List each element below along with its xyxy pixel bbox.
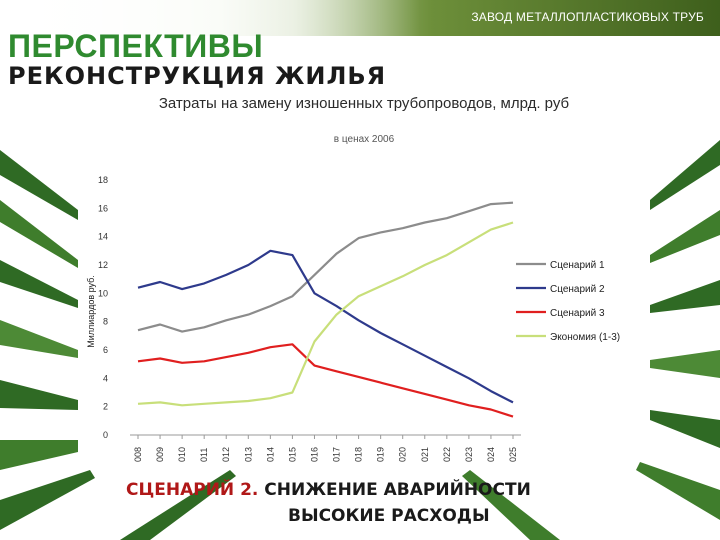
x-tick-label: 2024 — [486, 447, 496, 462]
x-tick-label: 2015 — [287, 447, 297, 462]
caption-line-1: СЦЕНАРИЙ 2. СНИЖЕНИЕ АВАРИЙНОСТИ — [126, 480, 531, 500]
y-tick-label: 14 — [98, 232, 108, 242]
header-band-fade — [0, 0, 420, 36]
legend-label-2: Сценарий 2 — [550, 284, 605, 295]
x-tick-label: 2019 — [376, 447, 386, 462]
x-tick-label: 2018 — [354, 447, 364, 462]
y-tick-label: 0 — [103, 430, 108, 440]
y-tick-label: 12 — [98, 260, 108, 270]
page-title: ПЕРСПЕКТИВЫ — [8, 28, 264, 64]
chart-subtitle: в ценах 2006 — [333, 134, 395, 145]
x-tick-label: 2022 — [442, 447, 452, 462]
legend-label-4: Экономия (1-3) — [550, 332, 620, 343]
x-tick-label: 2023 — [464, 447, 474, 462]
legend-label-1: Сценарий 1 — [550, 260, 605, 271]
x-tick-label: 2008 — [133, 447, 143, 462]
legend-label-3: Сценарий 3 — [550, 308, 605, 319]
caption-text-1: СНИЖЕНИЕ АВАРИЙНОСТИ — [264, 480, 531, 500]
y-tick-label: 4 — [103, 373, 108, 383]
y-tick-label: 8 — [103, 317, 108, 327]
chart-panel — [78, 92, 650, 462]
y-axis-label: Миллиардов руб. — [86, 275, 96, 348]
x-tick-label: 2025 — [508, 447, 518, 462]
x-tick-label: 2009 — [155, 447, 165, 462]
x-tick-label: 2013 — [243, 447, 253, 462]
line-chart: 2008 2009 2010 2011 2012 2013 2014 2015 2016 2017… — [86, 175, 620, 462]
x-tick-label: 2017 — [332, 447, 342, 462]
series-line-2 — [137, 249, 514, 404]
company-name: ЗАВОД МЕТАЛЛОПЛАСТИКОВЫХ ТРУБ — [471, 10, 704, 24]
y-tick-label: 10 — [98, 288, 108, 298]
y-tick-label: 2 — [103, 402, 108, 412]
x-tick-label: 2010 — [177, 447, 187, 462]
y-tick-label: 6 — [103, 345, 108, 355]
x-tick-label: 2012 — [221, 447, 231, 462]
x-tick-label: 2016 — [309, 447, 319, 462]
series-line-3 — [137, 343, 514, 418]
y-tick-label: 18 — [98, 175, 108, 185]
series-line-1 — [137, 201, 514, 333]
page-subtitle: РЕКОНСТРУКЦИЯ ЖИЛЬЯ — [8, 62, 387, 90]
y-tick-label: 16 — [98, 203, 108, 213]
x-tick-label: 2011 — [199, 448, 209, 462]
caption-line-2: ВЫСОКИЕ РАСХОДЫ — [288, 506, 490, 526]
scenario-label: СЦЕНАРИЙ 2. — [126, 480, 259, 500]
x-tick-label: 2020 — [398, 447, 408, 462]
x-tick-label: 2021 — [420, 447, 430, 462]
series-line-4 — [137, 221, 514, 407]
x-tick-label: 2014 — [265, 447, 275, 462]
chart-title: Затраты на замену изношенных трубопровод… — [158, 95, 570, 112]
